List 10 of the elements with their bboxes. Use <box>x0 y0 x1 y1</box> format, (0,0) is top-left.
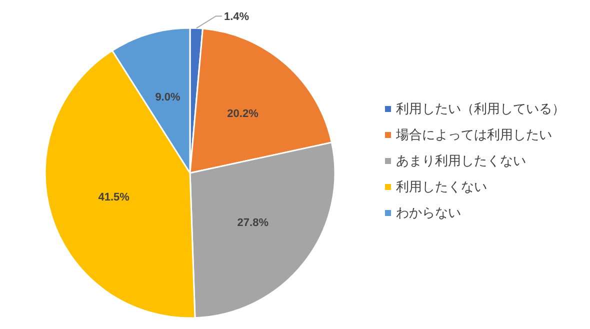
data-label: 41.5% <box>98 192 130 204</box>
data-label: 27.8% <box>237 217 269 230</box>
data-label: 1.4% <box>224 11 250 24</box>
legend-label: あまり利用したくない <box>396 153 526 168</box>
data-label: 9.0% <box>155 91 180 104</box>
legend-label: わからない <box>396 205 461 220</box>
data-label: 20.2% <box>227 108 259 120</box>
legend-label: 利用したくない <box>396 179 487 194</box>
legend-label: 場合によっては利用したい <box>395 127 552 142</box>
legend-label: 利用したい（利用している） <box>396 101 565 116</box>
